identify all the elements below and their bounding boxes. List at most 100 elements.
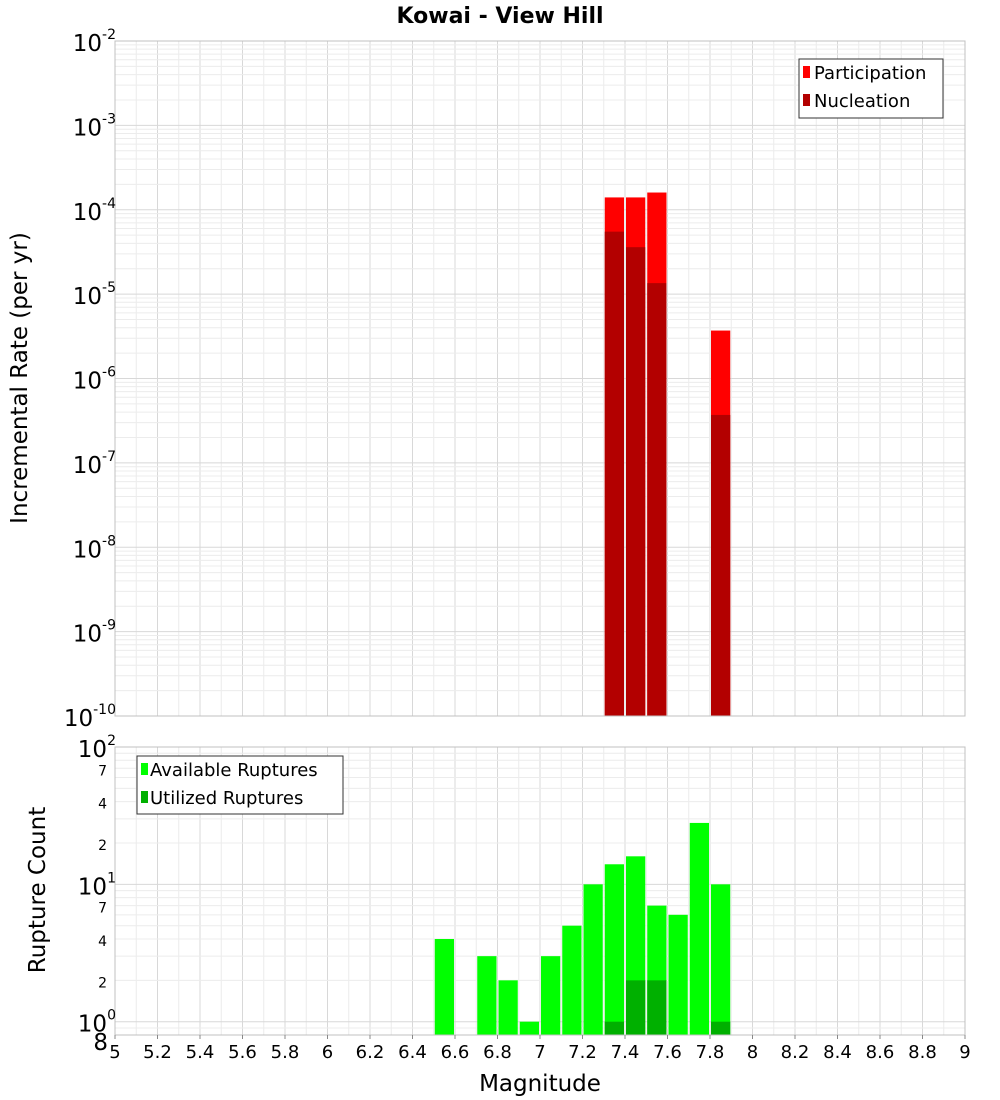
x-tick-label: 8.8 (908, 1042, 937, 1063)
y-tick-exponent: 1 (107, 870, 116, 886)
x-tick-label: 8.2 (781, 1042, 810, 1063)
bottom-y-minor-tick-label: 4 (98, 797, 107, 813)
bottom-y-minor-tick-label: 8 (93, 1030, 108, 1056)
bottom-y-tick-label: 101 (78, 870, 116, 900)
top-y-tick-label: 10-3 (73, 111, 116, 141)
legend-label-available: Available Ruptures (150, 760, 318, 781)
y-tick-exponent: -6 (102, 365, 116, 381)
x-tick-label: 5 (109, 1042, 120, 1063)
top-y-tick-label: 10-9 (73, 618, 116, 648)
x-tick-label: 9 (959, 1042, 970, 1063)
x-tick-label: 6.4 (398, 1042, 427, 1063)
bottom-y-minor-tick-label: 7 (98, 763, 107, 779)
x-tick-label: 7.4 (611, 1042, 640, 1063)
chart-title: Kowai - View Hill (396, 4, 603, 29)
x-tick-label: 7.2 (568, 1042, 597, 1063)
legend-label-utilized: Utilized Ruptures (150, 788, 303, 809)
y-tick-base: 10 (73, 453, 102, 479)
rate-bar-nucleation (604, 231, 624, 716)
legend-label-participation: Participation (814, 63, 926, 84)
rate-bar-nucleation (647, 283, 667, 716)
bottom-y-minor-tick-label: 2 (98, 838, 107, 854)
y-tick-exponent: -2 (102, 27, 116, 43)
x-tick-label: 5.4 (186, 1042, 215, 1063)
count-bar-utilized (604, 1021, 624, 1035)
y-tick-exponent: -10 (93, 702, 116, 718)
legend-swatch-utilized (141, 791, 148, 803)
x-tick-label: 8.4 (823, 1042, 852, 1063)
y-tick-base: 10 (73, 622, 102, 648)
x-tick-label: 6.2 (356, 1042, 385, 1063)
y-tick-exponent: -5 (102, 280, 116, 296)
y-tick-base: 10 (73, 115, 102, 141)
y-tick-exponent: -9 (102, 618, 116, 634)
x-tick-label: 8.6 (866, 1042, 895, 1063)
count-bar-available (519, 1021, 539, 1035)
top-y-tick-label: 10-6 (73, 365, 116, 395)
y-tick-exponent: -8 (102, 533, 116, 549)
count-bar-utilized (626, 980, 646, 1035)
y-tick-base: 10 (73, 200, 102, 226)
y-tick-base: 10 (73, 31, 102, 57)
bottom-y-axis-label: Rupture Count (25, 807, 51, 973)
x-tick-label: 6.6 (441, 1042, 470, 1063)
y-tick-base: 10 (78, 874, 107, 900)
count-bar-available (477, 956, 497, 1035)
x-tick-label: 7.8 (696, 1042, 725, 1063)
y-tick-base: 10 (73, 369, 102, 395)
bottom-y-tick-label: 102 (78, 733, 116, 763)
top-y-tick-label: 10-2 (73, 27, 116, 57)
y-tick-base: 10 (73, 537, 102, 563)
top-plot-area: 10-210-310-410-510-610-710-810-910-10Par… (64, 27, 966, 732)
y-tick-exponent: 0 (107, 1008, 116, 1024)
top-y-tick-label: 10-8 (73, 533, 116, 563)
y-tick-base: 10 (64, 706, 93, 732)
bottom-y-tick-label: 100 (78, 1008, 116, 1038)
x-tick-label: 5.6 (228, 1042, 257, 1063)
bottom-y-minor-tick-label: 2 (98, 975, 107, 991)
y-tick-exponent: -7 (102, 449, 116, 465)
rate-bar-nucleation (711, 414, 731, 716)
top-y-tick-label: 10-5 (73, 280, 116, 310)
count-bar-available (583, 884, 603, 1035)
y-tick-base: 10 (78, 1012, 107, 1038)
y-tick-base: 10 (73, 284, 102, 310)
x-tick-label: 7.6 (653, 1042, 682, 1063)
x-tick-label: 8 (747, 1042, 758, 1063)
y-tick-base: 10 (78, 737, 107, 763)
y-tick-exponent: -4 (102, 196, 116, 212)
count-bar-available (562, 925, 582, 1035)
legend-label-nucleation: Nucleation (814, 91, 910, 112)
top-y-axis-label: Incremental Rate (per yr) (7, 232, 33, 524)
top-y-tick-label: 10-10 (64, 702, 116, 732)
count-bar-available (604, 864, 624, 1035)
count-bar-available (711, 884, 731, 1035)
top-y-tick-label: 10-4 (73, 196, 116, 226)
bottom-legend-box (136, 755, 344, 815)
count-bar-utilized (711, 1021, 731, 1035)
count-bar-available (689, 822, 709, 1035)
legend-swatch-participation (803, 66, 810, 78)
top-plot-border (114, 40, 966, 717)
count-bar-available (434, 939, 454, 1035)
x-tick-label: 6 (322, 1042, 333, 1063)
x-axis-label: Magnitude (479, 1071, 601, 1097)
y-tick-exponent: -3 (102, 111, 116, 127)
count-bar-available (498, 980, 518, 1035)
x-tick-label: 5.2 (143, 1042, 172, 1063)
legend-swatch-nucleation (803, 94, 810, 106)
top-y-tick-label: 10-7 (73, 449, 116, 479)
count-bar-available (668, 914, 688, 1035)
count-bar-available (541, 956, 561, 1035)
bottom-y-minor-tick-label: 7 (98, 901, 107, 917)
count-bar-utilized (647, 980, 667, 1035)
x-tick-label: 6.8 (483, 1042, 512, 1063)
x-tick-label: 5.8 (271, 1042, 300, 1063)
bottom-y-minor-tick-label: 4 (98, 934, 107, 950)
rate-bar-nucleation (626, 247, 646, 716)
x-tick-label: 7 (534, 1042, 545, 1063)
top-legend-box (798, 58, 944, 119)
